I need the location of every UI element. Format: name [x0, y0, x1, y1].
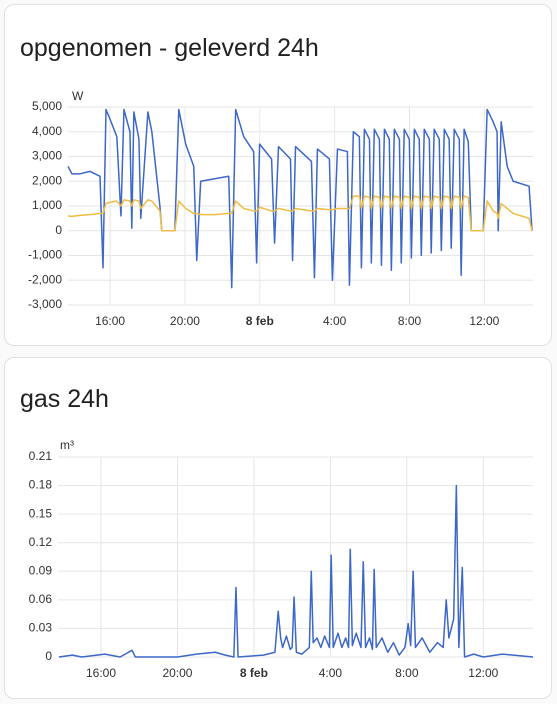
y-unit: m³	[60, 438, 74, 452]
card	[4, 357, 552, 699]
x-tick-label: 4:00	[323, 314, 347, 328]
y-tick-label: -3,000	[28, 297, 62, 311]
series-line	[67, 108, 533, 289]
card-title: opgenomen - geleverd 24h	[20, 34, 319, 62]
x-tick-label: 12:00	[469, 314, 499, 328]
y-tick-label: 0.15	[29, 506, 53, 520]
y-tick-label: 0	[55, 223, 62, 237]
x-tick-label: 20:00	[162, 666, 192, 680]
y-tick-label: 4,000	[32, 124, 62, 138]
y-tick-label: 0.21	[29, 449, 53, 463]
y-tick-label: 2,000	[32, 173, 62, 187]
x-tick-label: 12:00	[468, 666, 498, 680]
y-tick-label: 0.18	[29, 478, 53, 492]
y-tick-label: -1,000	[28, 248, 62, 262]
x-tick-label: 8:00	[395, 666, 419, 680]
x-tick-label: 8 feb	[240, 666, 268, 680]
y-tick-label: 0.06	[29, 592, 53, 606]
x-tick-label: 8:00	[398, 314, 422, 328]
y-tick-label: 0	[45, 649, 52, 663]
card-title: gas 24h	[20, 385, 109, 413]
y-unit: W	[72, 89, 84, 103]
y-tick-label: 3,000	[32, 149, 62, 163]
series-line	[58, 484, 534, 658]
y-tick-label: -2,000	[28, 272, 62, 286]
x-tick-label: 20:00	[170, 314, 200, 328]
y-tick-label: 0.09	[29, 563, 53, 577]
x-tick-label: 16:00	[86, 666, 116, 680]
x-tick-label: 8 feb	[246, 314, 274, 328]
y-tick-label: 0.12	[29, 535, 53, 549]
y-tick-label: 5,000	[32, 99, 62, 113]
y-tick-label: 0.03	[29, 621, 53, 635]
x-tick-label: 16:00	[95, 314, 125, 328]
y-tick-label: 1,000	[32, 198, 62, 212]
series-line	[67, 195, 533, 232]
x-tick-label: 4:00	[319, 666, 343, 680]
